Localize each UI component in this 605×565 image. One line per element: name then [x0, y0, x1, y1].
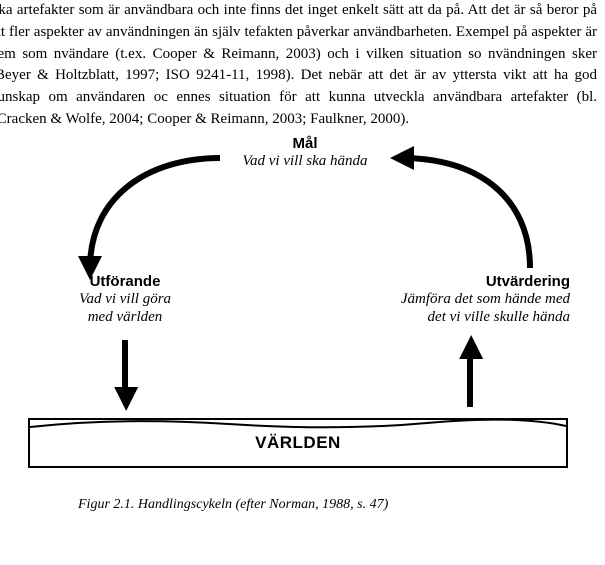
figure-caption: Figur 2.1. Handlingscykeln (efter Norman… [0, 497, 605, 513]
world-wavy-top [30, 419, 566, 431]
arrow-execution-to-world [110, 335, 140, 415]
execution-desc-2: med världen [40, 308, 210, 327]
action-cycle-diagram: Mål Vad vi vill ska hända Utförande Vad … [0, 135, 605, 495]
body-paragraph: ilka artefakter som är användbara och in… [0, 0, 605, 131]
execution-desc-1: Vad vi vill göra [40, 290, 210, 309]
arrow-goal-to-execution [60, 150, 240, 280]
world-box: VÄRLDEN [28, 418, 568, 468]
evaluation-desc-2: det vi ville skulle hända [330, 308, 570, 327]
node-evaluation: Utvärdering Jämföra det som hände med de… [330, 273, 570, 328]
arrow-world-to-evaluation [455, 335, 485, 415]
arrow-evaluation-to-goal [390, 150, 570, 280]
evaluation-desc-1: Jämföra det som hände med [330, 290, 570, 309]
node-execution: Utförande Vad vi vill göra med världen [40, 273, 210, 328]
world-label: VÄRLDEN [30, 433, 566, 453]
